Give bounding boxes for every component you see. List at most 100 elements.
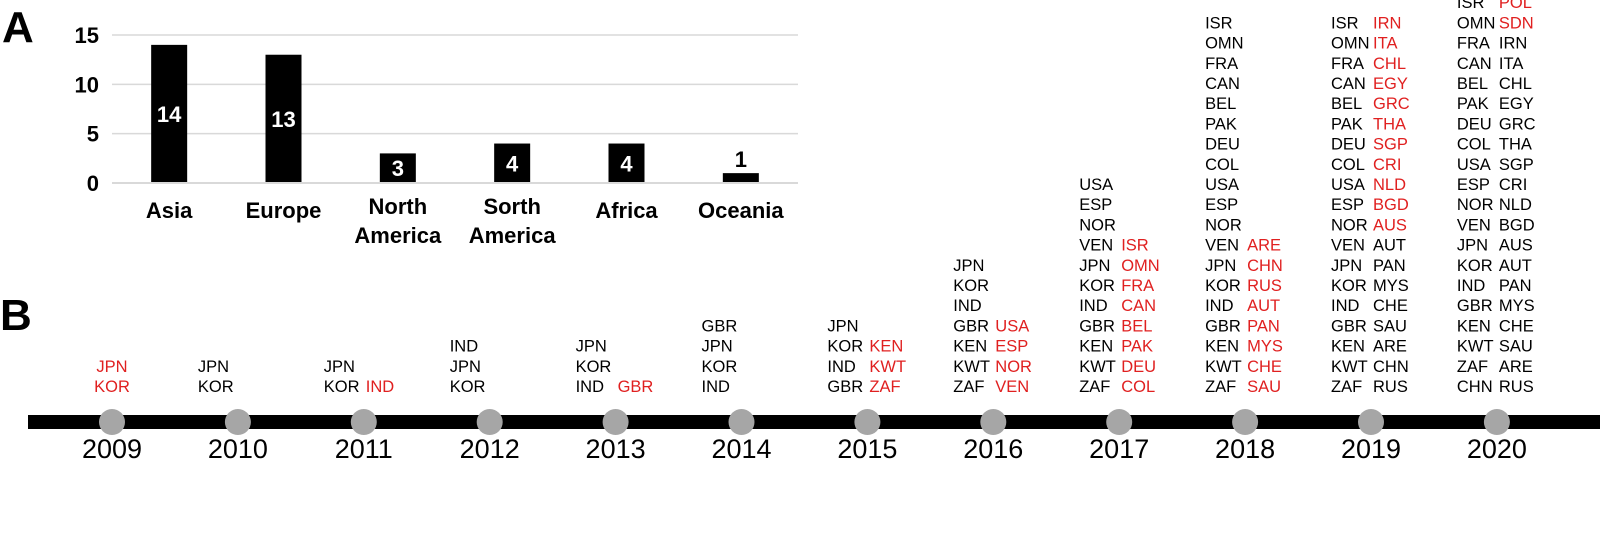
country-code-existing: FRA (1457, 35, 1490, 53)
country-code-existing: MYS (1499, 297, 1535, 315)
bar-4 (608, 143, 645, 183)
year-node-2019 (1358, 409, 1384, 435)
country-code-existing: KOR (1331, 277, 1367, 295)
country-code-new: VEN (995, 378, 1029, 396)
country-code-existing: USA (1457, 156, 1491, 174)
year-label-2014: 2014 (711, 434, 771, 464)
country-code-new: NLD (1373, 176, 1406, 194)
country-code-new: COL (1121, 378, 1155, 396)
panel-b-label: B (0, 291, 32, 340)
country-code-new: OMN (1121, 257, 1160, 275)
country-code-existing: KEN (953, 338, 987, 356)
country-code-existing: JPN (198, 358, 229, 376)
country-code-existing: USA (1331, 176, 1365, 194)
country-code-existing: CHN (1457, 378, 1493, 396)
country-code-existing: GBR (1457, 297, 1493, 315)
country-code-existing: JPN (1457, 237, 1488, 255)
country-code-existing: KOR (198, 378, 234, 396)
year-label-2010: 2010 (208, 434, 268, 464)
country-code-existing: AUS (1499, 237, 1533, 255)
country-code-new: GRC (1373, 95, 1410, 113)
country-code-existing: IND (576, 378, 605, 396)
x-tick-label: North America (354, 194, 442, 248)
year-node-2012 (476, 409, 503, 435)
bar-2 (379, 153, 416, 183)
country-code-new: FRA (1121, 277, 1154, 295)
country-code-existing: KWT (1079, 358, 1116, 376)
x-tick-label: Europe (246, 198, 322, 223)
country-code-new: EGY (1373, 75, 1408, 93)
country-code-new: SDN (1499, 14, 1534, 32)
country-code-existing: KEN (1079, 338, 1113, 356)
country-code-existing: PAK (1205, 115, 1237, 133)
country-code-existing: IND (702, 378, 731, 396)
country-code-existing: ESP (1079, 196, 1112, 214)
country-code-existing: RUS (1499, 378, 1534, 396)
country-code-existing: JPN (1331, 257, 1362, 275)
country-code-existing: JPN (1205, 257, 1236, 275)
country-code-existing: PAK (1331, 115, 1363, 133)
country-code-existing: MYS (1373, 277, 1409, 295)
country-code-new: ESP (995, 338, 1028, 356)
country-code-existing: AUT (1373, 237, 1406, 255)
y-tick-label: 0 (87, 171, 99, 196)
country-code-existing: PAN (1373, 257, 1406, 275)
x-tick-label: Sorth America (469, 194, 557, 248)
country-code-existing: COL (1331, 156, 1365, 174)
country-code-existing: JPN (1079, 257, 1110, 275)
panel-a-label: A (2, 3, 34, 52)
country-code-existing: FRA (1205, 55, 1238, 73)
country-code-existing: CHL (1499, 75, 1532, 93)
country-code-existing: NLD (1499, 196, 1532, 214)
country-code-existing: JPN (953, 257, 984, 275)
country-code-existing: ZAF (1205, 378, 1236, 396)
country-code-existing: GBR (702, 317, 738, 335)
country-code-existing: USA (1205, 176, 1239, 194)
country-code-existing: KOR (576, 358, 612, 376)
country-code-existing: BEL (1457, 75, 1488, 93)
bar-3 (494, 143, 531, 183)
country-code-new: ITA (1373, 35, 1397, 53)
country-code-new: ZAF (869, 378, 900, 396)
country-code-existing: FRA (1331, 55, 1364, 73)
country-code-existing: GBR (1331, 317, 1367, 335)
year-node-2018 (1232, 409, 1259, 435)
country-code-existing: KEN (1205, 338, 1239, 356)
country-code-existing: CAN (1205, 75, 1240, 93)
country-code-existing: ZAF (953, 378, 984, 396)
country-code-existing: IND (450, 338, 479, 356)
country-code-existing: ARE (1373, 338, 1407, 356)
country-code-existing: VEN (1079, 237, 1113, 255)
bar-0 (151, 44, 188, 183)
country-code-existing: COL (1205, 156, 1239, 174)
bar-5 (722, 173, 759, 183)
country-code-existing: KOR (1457, 257, 1493, 275)
country-code-existing: BEL (1331, 95, 1362, 113)
year-node-2010 (224, 409, 251, 435)
country-code-new: POL (1499, 0, 1532, 12)
country-code-existing: KEN (1457, 317, 1491, 335)
country-code-new: JPN (96, 358, 127, 376)
country-code-new: DEU (1121, 358, 1156, 376)
country-code-existing: OMN (1331, 35, 1370, 53)
country-code-existing: KOR (827, 338, 863, 356)
y-tick-label: 10 (75, 72, 99, 97)
country-code-existing: ITA (1499, 55, 1523, 73)
country-code-existing: ZAF (1331, 378, 1362, 396)
country-code-new: BGD (1373, 196, 1409, 214)
year-label-2012: 2012 (460, 434, 520, 464)
country-code-new: SAU (1247, 378, 1281, 396)
country-code-existing: NOR (1457, 196, 1494, 214)
country-code-existing: KOR (1205, 277, 1241, 295)
country-code-existing: JPN (324, 358, 355, 376)
year-node-2016 (980, 409, 1007, 435)
country-code-existing: CRI (1499, 176, 1527, 194)
year-label-2018: 2018 (1215, 434, 1275, 464)
country-code-existing: THA (1499, 136, 1532, 154)
country-code-existing: KWT (953, 358, 990, 376)
bar-value-label: 1 (735, 147, 747, 172)
country-code-new: CAN (1121, 297, 1156, 315)
country-code-existing: GBR (827, 378, 863, 396)
country-code-existing: KWT (1457, 338, 1494, 356)
